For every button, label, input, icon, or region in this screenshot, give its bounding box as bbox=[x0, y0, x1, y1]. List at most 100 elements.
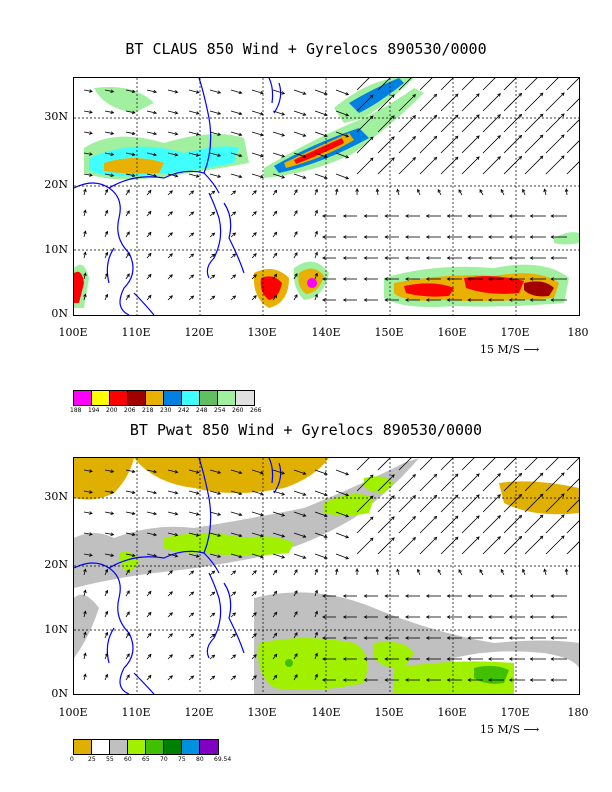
wind-arrow bbox=[209, 110, 221, 115]
bottom-lon-label-160e: 160E bbox=[437, 706, 467, 719]
wind-arrow-head bbox=[217, 174, 222, 178]
wind-arrow bbox=[335, 569, 338, 576]
wind-arrow-head bbox=[273, 569, 278, 574]
wind-arrow bbox=[251, 675, 257, 681]
top-lon-label-110e: 110E bbox=[121, 326, 151, 339]
wind-arrow bbox=[376, 189, 379, 196]
wind-arrow bbox=[314, 674, 318, 681]
wind-arrow bbox=[565, 188, 568, 196]
wind-arrow-head bbox=[83, 589, 87, 594]
top-lon-label-130e: 130E bbox=[247, 326, 277, 339]
wind-arrow-head bbox=[391, 115, 395, 119]
wind-arrow-head bbox=[433, 536, 438, 541]
wind-arrow-head bbox=[89, 469, 93, 473]
wind-arrow bbox=[377, 495, 395, 513]
wind-arrow bbox=[440, 473, 459, 492]
wind-arrow bbox=[167, 173, 178, 177]
top-lat-label-20n: 20N bbox=[44, 178, 68, 191]
wind-arrow-head bbox=[446, 256, 451, 260]
top-lon-label-160e: 160E bbox=[437, 326, 467, 339]
wind-arrow bbox=[251, 633, 257, 639]
grid-lines bbox=[74, 458, 579, 694]
wind-arrow bbox=[209, 211, 215, 217]
wind-arrow-head bbox=[174, 153, 179, 157]
wind-arrow bbox=[83, 210, 86, 217]
wind-arrow bbox=[377, 136, 395, 154]
wind-arrow-head bbox=[110, 152, 115, 156]
wind-arrow bbox=[335, 152, 349, 158]
wind-arrow bbox=[482, 458, 496, 471]
colorbar-tick-label: 230 bbox=[160, 407, 172, 414]
coastline bbox=[74, 78, 282, 315]
wind-arrow-head bbox=[363, 277, 368, 281]
wind-arrow bbox=[544, 189, 547, 196]
wind-arrow-head bbox=[425, 678, 430, 682]
wind-arrow-head bbox=[369, 537, 374, 542]
wind-arrow bbox=[251, 89, 264, 94]
bottom-wind-reference: 15 M/S ⟶ bbox=[480, 723, 540, 736]
wind-arrow bbox=[314, 173, 328, 179]
wind-arrow-head bbox=[169, 612, 173, 616]
wind-arrow-head bbox=[322, 636, 326, 640]
wind-arrow-head bbox=[110, 532, 115, 536]
wind-arrow bbox=[566, 78, 579, 91]
wind-arrow-head bbox=[195, 554, 200, 558]
wind-arrow bbox=[398, 78, 412, 91]
wind-arrow bbox=[293, 569, 298, 576]
wind-arrow-head bbox=[314, 610, 318, 615]
wind-arrow-head bbox=[355, 568, 359, 572]
wind-arrow-head bbox=[561, 493, 565, 497]
wind-arrow bbox=[335, 511, 349, 517]
wind-arrow bbox=[167, 654, 173, 660]
wind-arrow-head bbox=[259, 554, 264, 559]
wind-arrow bbox=[524, 78, 538, 91]
wind-arrow-head bbox=[294, 611, 298, 615]
wind-arrow bbox=[272, 570, 278, 576]
wind-arrow bbox=[83, 252, 86, 259]
wind-arrow-head bbox=[529, 636, 534, 640]
wind-arrow-head bbox=[405, 214, 409, 218]
wind-arrow-head bbox=[363, 636, 368, 640]
wind-arrow bbox=[146, 532, 157, 536]
wind-arrow bbox=[566, 520, 579, 534]
wind-arrow bbox=[272, 152, 285, 158]
wind-arrow bbox=[503, 473, 522, 492]
wind-arrow-head bbox=[232, 570, 237, 574]
wind-arrow-head bbox=[345, 556, 350, 560]
wind-arrow-head bbox=[211, 190, 216, 195]
wind-arrow-head bbox=[294, 231, 298, 235]
wind-arrow-head bbox=[131, 173, 136, 178]
wind-arrow bbox=[230, 110, 242, 115]
wind-arrow bbox=[230, 612, 236, 618]
bottom-lat-label-30n: 30N bbox=[44, 490, 68, 503]
wind-arrow-head bbox=[110, 173, 115, 177]
top-lat-label-30n: 30N bbox=[44, 110, 68, 123]
wind-arrow-head bbox=[446, 235, 451, 239]
wind-arrow-head bbox=[324, 513, 328, 518]
wind-arrow bbox=[125, 110, 135, 114]
wind-arrow bbox=[544, 569, 547, 576]
wind-arrow-head bbox=[195, 533, 200, 537]
wind-arrow bbox=[500, 189, 505, 196]
wind-arrow-head bbox=[342, 298, 347, 302]
wind-arrow bbox=[230, 553, 242, 558]
wind-arrow-head bbox=[195, 491, 200, 495]
wind-arrow bbox=[230, 570, 236, 576]
wind-arrow-head bbox=[384, 678, 388, 682]
wind-arrow bbox=[209, 190, 215, 196]
colorbar-tick-label: 0 bbox=[70, 756, 74, 763]
wind-arrow bbox=[167, 532, 178, 536]
wind-arrow bbox=[167, 511, 178, 515]
wind-arrow-head bbox=[281, 534, 286, 538]
wind-arrow-head bbox=[561, 92, 565, 96]
wind-arrow bbox=[335, 189, 338, 196]
wind-arrow-head bbox=[83, 188, 87, 193]
wind-arrow-head bbox=[253, 211, 257, 215]
wind-arrow bbox=[209, 253, 215, 259]
wind-arrow bbox=[437, 189, 442, 196]
wind-arrow bbox=[251, 570, 257, 576]
wind-arrow-head bbox=[425, 615, 430, 619]
wind-arrow-head bbox=[153, 532, 158, 537]
wind-arrow-head bbox=[384, 214, 388, 218]
wind-arrow-head bbox=[195, 174, 200, 178]
